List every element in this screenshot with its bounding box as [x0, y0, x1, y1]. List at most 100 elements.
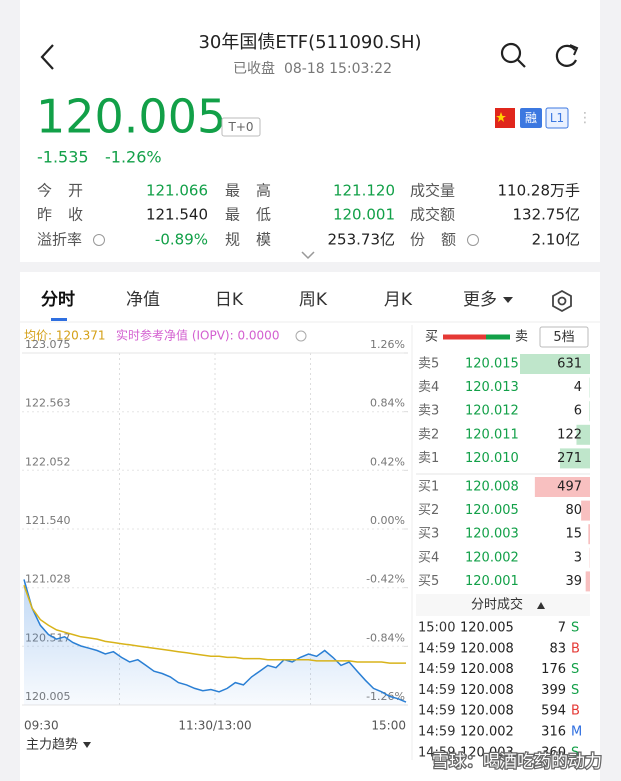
y-tick-label: 121.028 — [25, 573, 71, 586]
stat-value: 132.75亿 — [513, 206, 581, 224]
time: 08-18 15:03:22 — [284, 61, 392, 77]
ob-volume: 497 — [557, 480, 582, 495]
y-tick-label: 122.563 — [25, 397, 71, 410]
settings-button[interactable] — [552, 289, 572, 313]
volume-bar — [520, 354, 590, 374]
stat-value: 121.540 — [146, 206, 208, 224]
trade-time: 14:59 — [418, 704, 455, 719]
tab[interactable]: 更多 — [463, 290, 497, 310]
tab[interactable]: 净值 — [126, 290, 160, 310]
ob-label: 卖2 — [418, 427, 439, 442]
status: 已收盘 — [233, 60, 275, 77]
price-line — [23, 579, 407, 703]
y-tick-label: 123.075 — [25, 338, 71, 351]
ob-volume: 80 — [565, 503, 582, 518]
trades-header-bg — [416, 594, 590, 616]
quote-card — [20, 0, 600, 262]
stat-value: 121.120 — [333, 182, 395, 200]
y2-tick-label: 0.84% — [370, 397, 405, 410]
trades-sort — [537, 602, 545, 609]
y-tick-label: 122.052 — [25, 455, 71, 468]
search-button[interactable] — [500, 42, 526, 68]
ob-price: 120.002 — [465, 550, 519, 565]
trade-time: 15:00 — [418, 621, 455, 636]
trade-price: 120.003 — [460, 745, 514, 760]
y2-tick-label: 0.00% — [370, 514, 405, 527]
ob-volume: 4 — [574, 380, 582, 395]
ob-price: 120.013 — [465, 380, 519, 395]
trade-flag: S — [571, 745, 579, 760]
ob-label: 买2 — [418, 503, 439, 518]
change: -1.535 — [37, 148, 89, 167]
trade-volume: 360 — [541, 745, 566, 760]
tab[interactable]: 周K — [299, 290, 328, 310]
flag-star — [496, 112, 506, 122]
flag-icon — [495, 108, 515, 128]
badge-box — [545, 107, 569, 129]
refresh-button[interactable] — [555, 44, 579, 67]
trade-flag: B — [571, 704, 580, 719]
trade-volume: 83 — [549, 641, 566, 656]
trade-time: 14:59 — [418, 683, 455, 698]
volume-bar — [576, 424, 590, 445]
y2-tick-label: 0.42% — [370, 455, 405, 468]
depth[interactable]: 5档 — [553, 330, 574, 345]
trade-time: 14:59 — [418, 725, 455, 740]
ob-volume: 15 — [565, 527, 582, 542]
y2-tick-label: -0.42% — [366, 573, 405, 586]
trade-price: 120.002 — [460, 725, 514, 740]
price: 120.005 — [36, 90, 226, 144]
y-tick-label: 121.540 — [25, 514, 71, 527]
info-icon[interactable] — [295, 330, 307, 342]
indicator[interactable]: 主力趋势 — [26, 737, 78, 753]
y2-tick-label: 1.26% — [370, 338, 405, 351]
ob-volume: 122 — [557, 427, 582, 442]
ob-label: 买3 — [418, 527, 439, 542]
expand-chevron[interactable] — [301, 251, 315, 260]
stat-value: -0.89% — [155, 231, 208, 249]
stat-label: 成交量 — [410, 182, 455, 200]
trade-flag: S — [571, 662, 579, 677]
title: 30年国债ETF(511090.SH) — [198, 32, 421, 53]
ob-volume: 631 — [557, 357, 582, 372]
ob-ratio-sell — [486, 334, 510, 340]
back-button[interactable] — [40, 44, 54, 70]
volume-bar — [581, 500, 590, 521]
more-dots[interactable]: ⋮ — [578, 110, 592, 126]
info-icon[interactable] — [93, 234, 105, 246]
iopv-legend: 实时参考净值 (IOPV): 0.0000 — [116, 328, 279, 343]
tab[interactable]: 日K — [215, 290, 244, 310]
price-area — [24, 579, 406, 705]
trade-time: 14:59 — [418, 745, 455, 760]
tab[interactable]: 月K — [384, 290, 413, 310]
depth-box[interactable] — [539, 326, 589, 348]
ob-price: 120.003 — [465, 527, 519, 542]
ob-price: 120.001 — [465, 574, 519, 589]
volume-bar — [559, 448, 590, 469]
y2-tick-label: -0.84% — [366, 631, 405, 644]
trade-flag: B — [571, 641, 580, 656]
stat-label: 成交额 — [410, 206, 455, 224]
trade-volume: 316 — [541, 725, 566, 740]
volume-bar — [589, 401, 590, 422]
badge: L1 — [550, 111, 564, 125]
average-line — [23, 584, 406, 664]
tab-underline — [51, 318, 67, 321]
tab-dropdown — [503, 297, 513, 303]
ob-volume: 39 — [565, 574, 582, 589]
tab[interactable]: 分时 — [41, 290, 75, 310]
trade-volume: 594 — [541, 704, 566, 719]
stat-value: 2.10亿 — [532, 231, 580, 249]
volume-bar — [588, 524, 590, 545]
ob-buy: 买 — [425, 330, 438, 345]
ob-price: 120.015 — [465, 357, 519, 372]
ob-label: 买5 — [418, 574, 439, 589]
trade-volume: 399 — [541, 683, 566, 698]
ob-label: 买4 — [418, 550, 439, 565]
ob-sell: 卖 — [515, 330, 528, 345]
badge: 融 — [525, 111, 537, 125]
stat-value: 121.066 — [146, 182, 208, 200]
info-icon[interactable] — [467, 234, 479, 246]
volume-bar — [585, 571, 590, 592]
